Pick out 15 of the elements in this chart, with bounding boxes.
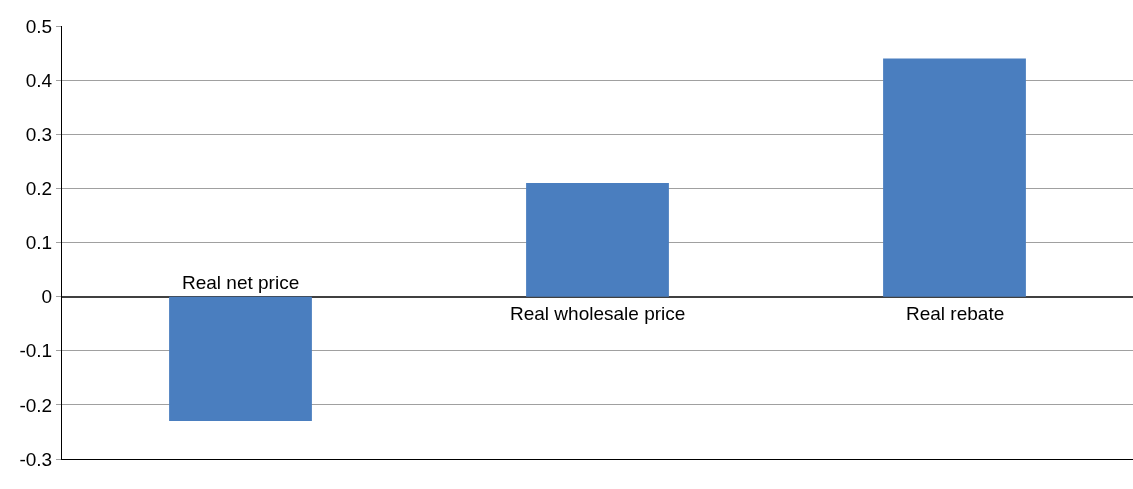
y-tick-label: -0.1: [19, 340, 53, 362]
x-tick-label: Real net price: [182, 272, 300, 293]
y-tick-label: 0.2: [25, 178, 53, 200]
x-tick-label: Real rebate: [906, 303, 1005, 324]
y-tick-label: 0.1: [25, 232, 53, 254]
y-tick-label: 0.3: [25, 123, 53, 145]
y-tick-label: 0.5: [25, 15, 53, 37]
y-tick-label: 0.4: [25, 69, 53, 91]
y-tick-label: -0.3: [19, 448, 53, 470]
x-tick-label: Real wholesale price: [510, 303, 686, 324]
bar: [883, 58, 1026, 297]
bar: [526, 182, 669, 297]
y-tick-label: 0: [41, 286, 53, 308]
bar: [169, 296, 312, 422]
y-tick-label: -0.2: [19, 394, 53, 416]
